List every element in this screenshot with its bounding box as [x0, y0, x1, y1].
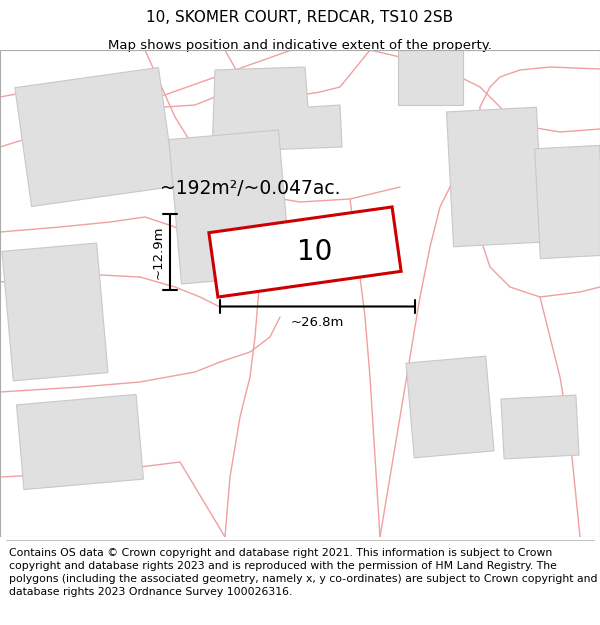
Polygon shape — [212, 67, 342, 152]
Polygon shape — [17, 394, 143, 489]
Text: ~192m²/~0.047ac.: ~192m²/~0.047ac. — [160, 179, 341, 199]
Text: ~26.8m: ~26.8m — [291, 316, 344, 329]
Polygon shape — [446, 107, 544, 247]
Polygon shape — [398, 49, 463, 104]
Text: Contains OS data © Crown copyright and database right 2021. This information is : Contains OS data © Crown copyright and d… — [9, 548, 598, 597]
Text: 10, SKOMER COURT, REDCAR, TS10 2SB: 10, SKOMER COURT, REDCAR, TS10 2SB — [146, 10, 454, 25]
Text: 10: 10 — [298, 238, 332, 266]
Polygon shape — [406, 356, 494, 457]
Text: Map shows position and indicative extent of the property.: Map shows position and indicative extent… — [108, 39, 492, 52]
Polygon shape — [501, 395, 579, 459]
Polygon shape — [209, 207, 401, 297]
Polygon shape — [15, 68, 175, 206]
Polygon shape — [535, 146, 600, 259]
Text: ~12.9m: ~12.9m — [152, 225, 165, 279]
Polygon shape — [169, 130, 291, 284]
Polygon shape — [2, 243, 108, 381]
